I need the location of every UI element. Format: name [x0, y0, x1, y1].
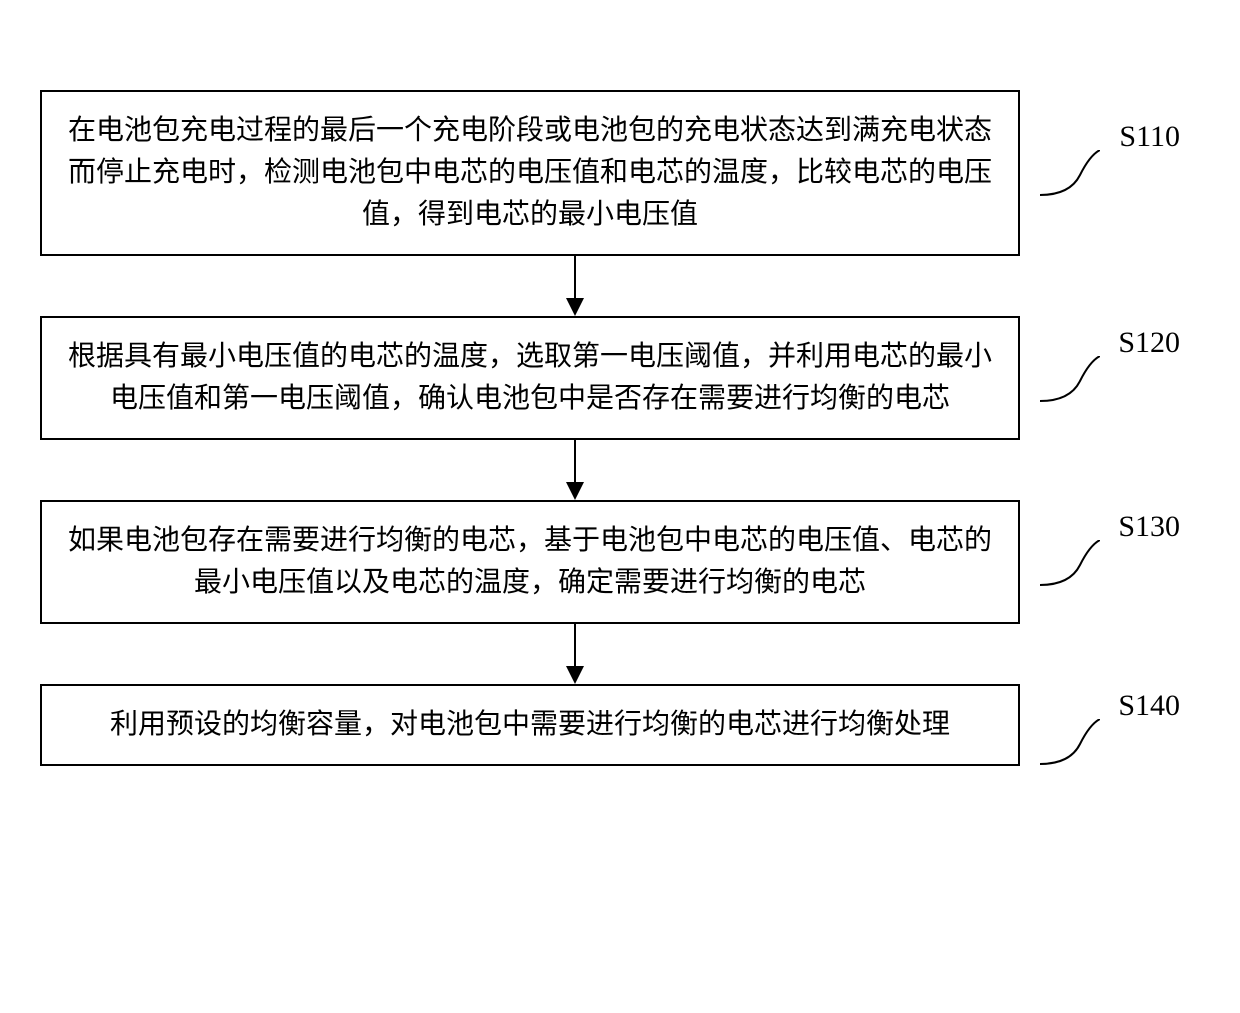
flowchart-body: 在电池包充电过程的最后一个充电阶段或电池包的充电状态达到满充电状态而停止充电时，…	[20, 90, 1220, 766]
flowchart-diagram: 100 在电池包充电过程的最后一个充电阶段或电池包的充电状态达到满充电状态而停止…	[20, 90, 1220, 766]
connector-curve-2	[1040, 356, 1100, 406]
step-box-2: 根据具有最小电压值的电芯的温度，选取第一电压阈值，并利用电芯的最小电压值和第一电…	[40, 316, 1020, 440]
connector-curve-4	[1040, 719, 1100, 769]
arrow-1	[560, 256, 590, 316]
arrow-container-2	[0, 440, 1175, 500]
step-label-3: S130	[1118, 510, 1180, 544]
connector-curve-3	[1040, 540, 1100, 590]
step-wrapper-2: 根据具有最小电压值的电芯的温度，选取第一电压阈值，并利用电芯的最小电压值和第一电…	[20, 316, 1220, 440]
step-wrapper-3: 如果电池包存在需要进行均衡的电芯，基于电池包中电芯的电压值、电芯的最小电压值以及…	[20, 500, 1220, 624]
step-label-4: S140	[1118, 689, 1180, 723]
step-box-4: 利用预设的均衡容量，对电池包中需要进行均衡的电芯进行均衡处理	[40, 684, 1020, 766]
step-box-1: 在电池包充电过程的最后一个充电阶段或电池包的充电状态达到满充电状态而停止充电时，…	[40, 90, 1020, 256]
arrow-2	[560, 440, 590, 500]
arrow-3	[560, 624, 590, 684]
step-wrapper-1: 在电池包充电过程的最后一个充电阶段或电池包的充电状态达到满充电状态而停止充电时，…	[20, 90, 1220, 256]
arrow-container-3	[0, 624, 1175, 684]
step-label-1: S110	[1119, 120, 1180, 154]
step-label-2: S120	[1118, 326, 1180, 360]
step-box-3: 如果电池包存在需要进行均衡的电芯，基于电池包中电芯的电压值、电芯的最小电压值以及…	[40, 500, 1020, 624]
connector-curve-1	[1040, 150, 1100, 200]
arrow-container-1	[0, 256, 1175, 316]
step-wrapper-4: 利用预设的均衡容量，对电池包中需要进行均衡的电芯进行均衡处理 S140	[20, 684, 1220, 766]
